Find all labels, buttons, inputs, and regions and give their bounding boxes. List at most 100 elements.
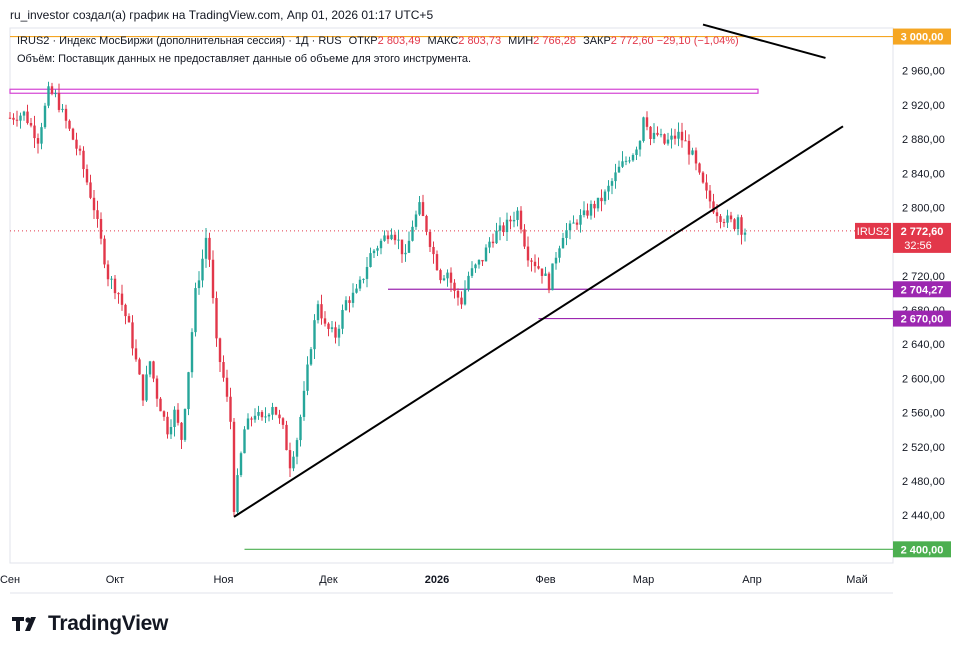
candle-body <box>152 361 155 379</box>
candle-body <box>141 374 145 401</box>
candle-body <box>603 191 607 202</box>
candle-body <box>22 111 26 116</box>
candle-body <box>316 304 320 321</box>
candle-body <box>239 453 243 476</box>
candle-body <box>715 212 719 217</box>
candle-body <box>659 134 663 136</box>
candle-body <box>582 210 586 216</box>
candle-body <box>404 252 407 255</box>
candle-body <box>414 214 418 227</box>
candle-body <box>544 273 547 276</box>
open-label: ОТКР <box>348 35 378 47</box>
candle-body <box>533 261 537 267</box>
level-badge <box>893 541 951 558</box>
candles <box>8 81 747 517</box>
candle-body <box>386 235 390 240</box>
candle-body <box>460 297 463 305</box>
grid <box>9 27 894 594</box>
candle-body <box>29 123 33 126</box>
candle-body <box>278 414 281 419</box>
candle-body <box>652 132 656 139</box>
candle-body <box>124 304 127 317</box>
level-badge-label: 2 670,00 <box>901 314 944 326</box>
candle-body <box>726 215 729 223</box>
tradingview-logo[interactable]: TradingView <box>12 612 168 636</box>
candle-body <box>159 398 162 412</box>
candle-body <box>621 161 624 167</box>
candle-body <box>120 293 124 305</box>
tradingview-logo-icon <box>12 617 36 631</box>
candle-body <box>250 418 253 420</box>
candle-body <box>12 117 15 120</box>
symbol-legend[interactable]: IRUS2 · Индекс МосБиржи (дополнительная … <box>17 35 739 47</box>
candle-body <box>537 266 540 269</box>
candle-body <box>355 288 358 293</box>
candle-body <box>82 150 85 170</box>
candle-body <box>614 172 617 182</box>
candle-body <box>309 349 313 365</box>
candle-body <box>225 377 229 397</box>
candle-body <box>561 237 565 249</box>
candle-body <box>390 234 393 240</box>
candle-body <box>54 93 57 95</box>
candle-body <box>169 427 173 435</box>
candle-body <box>145 374 148 401</box>
y-tick-label: 2 480,00 <box>902 476 945 488</box>
candle-body <box>474 264 477 269</box>
x-tick-label: Дек <box>319 574 338 586</box>
candle-body <box>173 409 176 428</box>
candle-body <box>113 278 117 294</box>
candle-body <box>698 163 701 173</box>
candle-body <box>8 117 12 119</box>
candle-body <box>383 235 386 241</box>
candle-body <box>274 407 278 415</box>
candle-body <box>148 361 152 375</box>
candle-body <box>509 219 512 222</box>
y-tick-label: 2 440,00 <box>902 510 945 522</box>
candle-body <box>649 126 652 139</box>
candle-body <box>243 429 246 454</box>
candle-body <box>92 197 96 211</box>
candle-body <box>705 182 708 191</box>
candle-body <box>260 411 264 418</box>
candle-body <box>50 86 54 94</box>
candle-body <box>218 338 222 363</box>
candle-body <box>204 237 208 259</box>
level-badge <box>893 28 951 45</box>
last-price-label: 2 772,60 <box>901 226 944 238</box>
candle-body <box>617 166 621 173</box>
candle-body <box>365 266 369 279</box>
horizontal-levels <box>9 35 893 550</box>
candle-body <box>323 318 327 324</box>
candle-body <box>516 210 519 220</box>
candle-body <box>421 202 425 216</box>
candle-body <box>162 411 166 417</box>
candle-body <box>642 117 645 142</box>
candle-body <box>722 221 726 223</box>
x-tick-label: 2026 <box>425 574 449 586</box>
candle-body <box>89 182 92 198</box>
candle-body <box>68 120 71 129</box>
candle-body <box>320 304 323 319</box>
candle-body <box>306 364 309 391</box>
candle-body <box>624 160 628 162</box>
candle-body <box>645 117 649 127</box>
candle-body <box>481 259 484 262</box>
candle-body <box>589 203 593 216</box>
y-tick-label: 2 840,00 <box>902 168 945 180</box>
low-label: МИН <box>508 35 534 47</box>
candle-body <box>190 332 194 373</box>
x-tick-label: Апр <box>742 574 761 586</box>
y-tick-label: 2 720,00 <box>902 271 945 283</box>
candle-body <box>691 150 694 155</box>
candle-body <box>558 248 561 258</box>
candle-body <box>393 234 397 241</box>
last-price-badge <box>893 222 951 253</box>
candle-body <box>593 203 596 209</box>
candle-body <box>281 418 285 425</box>
candle-body <box>397 239 400 241</box>
countdown-label: 32:56 <box>904 240 932 252</box>
symbol-badge <box>855 222 891 239</box>
symbol-title: IRUS2 · Индекс МосБиржи (дополнительная … <box>17 35 342 47</box>
